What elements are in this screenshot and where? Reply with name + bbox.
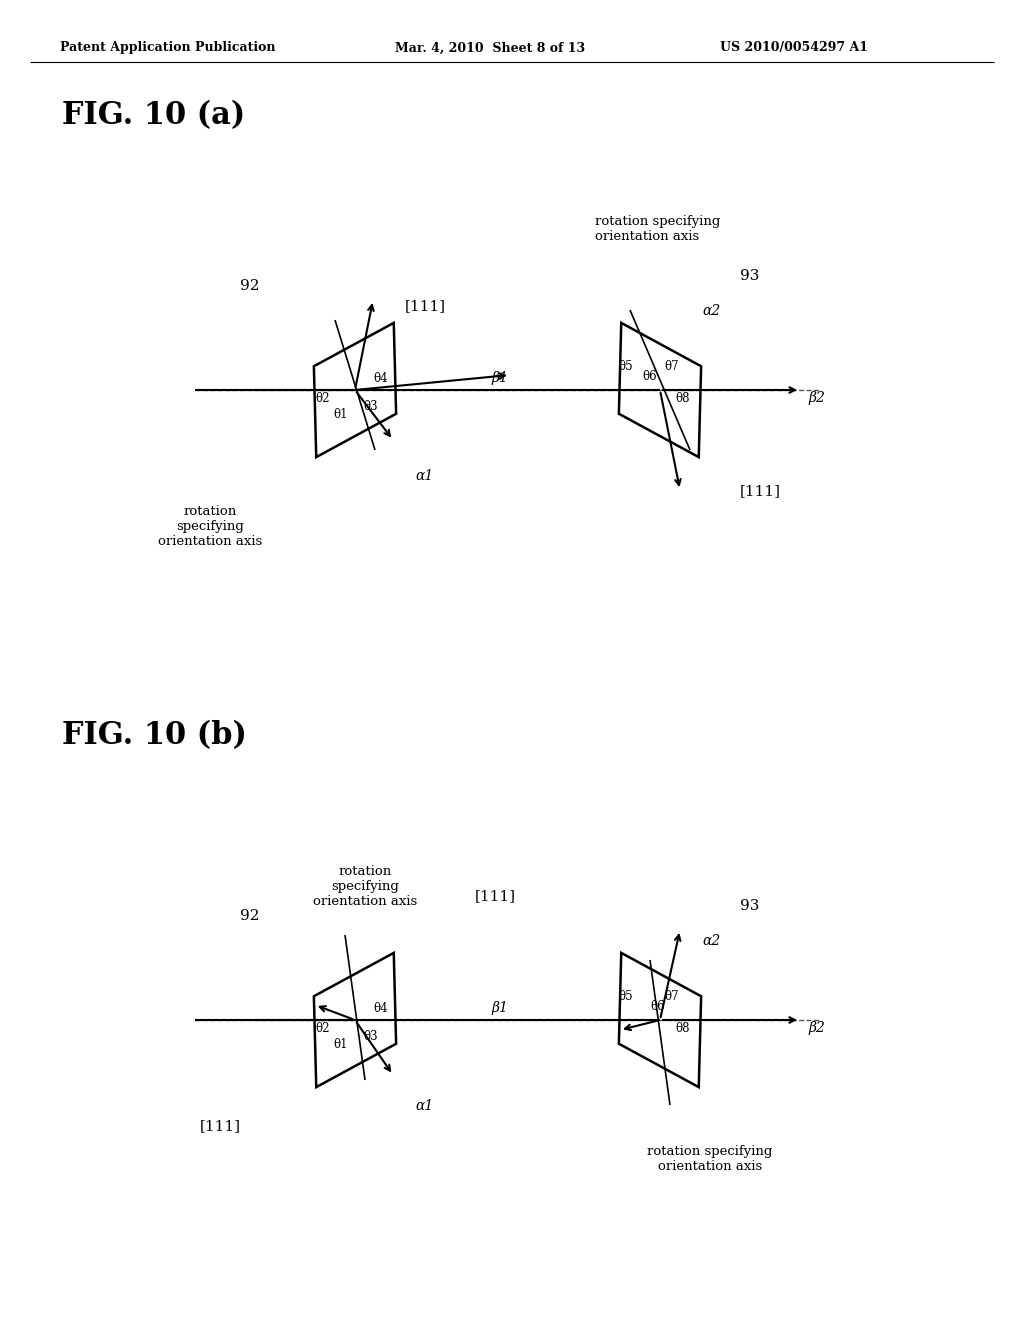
Text: α1: α1 bbox=[415, 1100, 433, 1113]
Text: θ8: θ8 bbox=[675, 392, 689, 405]
Text: [111]: [111] bbox=[406, 300, 446, 313]
Text: θ8: θ8 bbox=[675, 1022, 689, 1035]
Text: FIG. 10 (b): FIG. 10 (b) bbox=[62, 719, 247, 751]
Text: 93: 93 bbox=[740, 269, 760, 282]
Text: rotation specifying
orientation axis: rotation specifying orientation axis bbox=[595, 215, 720, 243]
Text: rotation
specifying
orientation axis: rotation specifying orientation axis bbox=[158, 506, 262, 548]
Text: FIG. 10 (a): FIG. 10 (a) bbox=[62, 100, 246, 131]
Text: rotation specifying
orientation axis: rotation specifying orientation axis bbox=[647, 1144, 773, 1173]
Text: θ3: θ3 bbox=[362, 1030, 378, 1043]
Text: θ1: θ1 bbox=[333, 408, 347, 421]
Text: [111]: [111] bbox=[740, 484, 781, 498]
Text: US 2010/0054297 A1: US 2010/0054297 A1 bbox=[720, 41, 868, 54]
Text: 93: 93 bbox=[740, 899, 760, 913]
Text: Patent Application Publication: Patent Application Publication bbox=[60, 41, 275, 54]
Text: θ6: θ6 bbox=[642, 370, 656, 383]
Text: 92: 92 bbox=[240, 909, 259, 923]
Text: θ6: θ6 bbox=[650, 1001, 665, 1012]
Text: θ2: θ2 bbox=[315, 1022, 330, 1035]
Text: α1: α1 bbox=[415, 469, 433, 483]
Text: θ4: θ4 bbox=[373, 1002, 388, 1015]
Text: θ3: θ3 bbox=[362, 400, 378, 413]
Text: β2: β2 bbox=[808, 391, 825, 405]
Text: β1: β1 bbox=[492, 371, 509, 385]
Text: β1: β1 bbox=[492, 1001, 509, 1015]
Text: rotation
specifying
orientation axis: rotation specifying orientation axis bbox=[313, 865, 417, 908]
Text: θ4: θ4 bbox=[373, 372, 388, 385]
Text: θ1: θ1 bbox=[333, 1038, 347, 1051]
Text: α2: α2 bbox=[702, 935, 720, 948]
Text: α2: α2 bbox=[702, 304, 720, 318]
Text: θ2: θ2 bbox=[315, 392, 330, 405]
Text: [111]: [111] bbox=[200, 1119, 241, 1133]
Text: Mar. 4, 2010  Sheet 8 of 13: Mar. 4, 2010 Sheet 8 of 13 bbox=[395, 41, 585, 54]
Text: θ5: θ5 bbox=[618, 990, 633, 1003]
Text: 92: 92 bbox=[240, 279, 259, 293]
Text: θ5: θ5 bbox=[618, 360, 633, 374]
Text: [111]: [111] bbox=[475, 888, 516, 903]
Text: θ7: θ7 bbox=[664, 360, 679, 374]
Text: β2: β2 bbox=[808, 1020, 825, 1035]
Text: θ7: θ7 bbox=[664, 990, 679, 1003]
